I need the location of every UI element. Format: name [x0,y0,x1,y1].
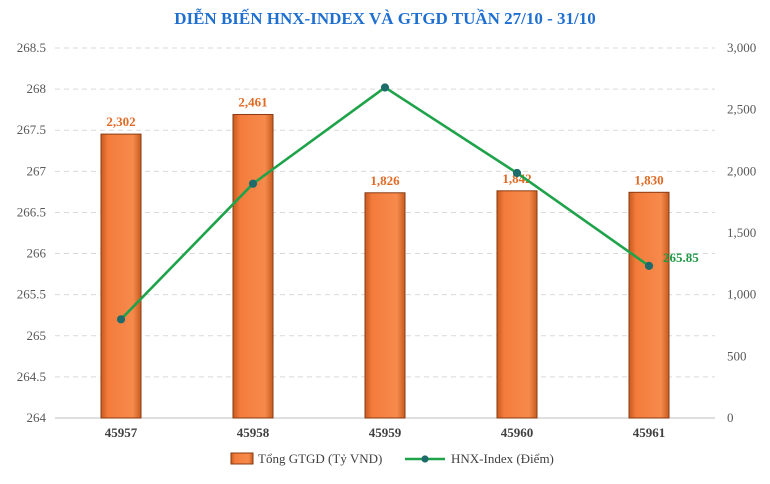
line-point [512,168,522,178]
left-tick-label: 268.5 [17,40,46,55]
line-point [116,315,126,324]
plot-area: 2,302 2,461 1,826 1,842 1,830 265.85 264 264.… [17,40,757,440]
bar [100,133,142,419]
legend-line-marker [421,455,429,463]
line-point [644,261,654,270]
bar-data-label: 1,826 [370,173,400,188]
line-point [380,83,390,92]
bar [232,113,274,419]
bar [496,190,538,419]
right-axis: 0 500 1,000 1,500 2,000 2,500 3,000 [727,40,756,425]
left-tick-label: 265.5 [17,287,46,302]
right-tick-label: 2,500 [727,102,756,117]
x-tick-label: 45960 [501,425,534,440]
legend-line-label: HNX-Index (Điểm) [451,451,554,466]
right-tick-label: 3,000 [727,40,756,55]
right-tick-label: 0 [727,410,734,425]
bar [364,192,406,419]
right-tick-label: 500 [727,348,747,363]
x-tick-label: 45959 [369,425,402,440]
left-tick-label: 265 [27,328,47,343]
x-tick-label: 45958 [237,425,270,440]
line-series: 265.85 [116,83,699,324]
x-axis: 45957 45958 45959 45960 45961 [105,425,666,440]
bar-data-label: 2,461 [238,94,267,109]
left-tick-label: 264 [27,410,47,425]
bar-data-label: 2,302 [106,114,135,129]
legend-bar-swatch [230,452,254,465]
grid-lines [55,47,715,419]
left-tick-label: 266 [27,246,47,261]
line-data-label: 265.85 [663,250,699,265]
legend: Tổng GTGD (Tỷ VND) HNX-Index (Điểm) [230,451,554,466]
bar-data-label: 1,830 [634,172,663,187]
x-tick-label: 45957 [105,425,138,440]
right-tick-label: 2,000 [727,163,756,178]
left-tick-label: 267 [27,163,47,178]
bar-data-label: 1,842 [502,171,531,186]
left-tick-label: 267.5 [17,122,46,137]
legend-bar-label: Tổng GTGD (Tỷ VND) [258,451,382,466]
right-tick-label: 1,500 [727,225,756,240]
bar-series: 2,302 2,461 1,826 1,842 1,830 [100,94,670,419]
right-tick-label: 1,000 [727,287,756,302]
bar [628,191,670,419]
left-tick-label: 266.5 [17,204,46,219]
chart-title: DIỄN BIẾN HNX-INDEX VÀ GTGD TUẦN 27/10 -… [174,9,596,28]
line-point [248,179,258,188]
left-tick-label: 268 [27,81,47,96]
x-tick-label: 45961 [633,425,666,440]
left-tick-label: 264.5 [17,369,46,384]
left-axis: 264 264.5 265 265.5 266 266.5 267 267.5 268 268.5 [17,40,47,425]
